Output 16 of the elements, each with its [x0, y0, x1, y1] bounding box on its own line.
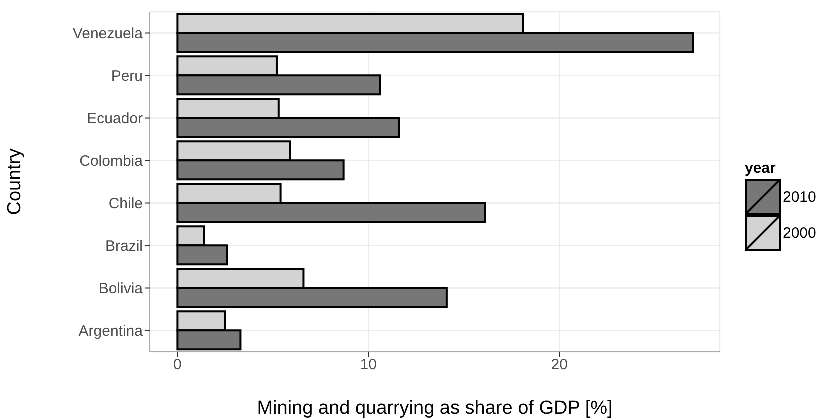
- y-tick-label: Brazil: [105, 238, 143, 256]
- legend-label: 2010: [783, 188, 816, 206]
- legend-title: year: [745, 160, 777, 177]
- x-axis-title: Mining and quarrying as share of GDP [%]: [257, 398, 613, 418]
- x-tick-label: 20: [551, 356, 568, 374]
- y-tick-label: Ecuador: [87, 110, 143, 128]
- x-tick-label: 10: [360, 356, 377, 374]
- y-tick-label: Venezuela: [72, 26, 144, 43]
- y-tick-label: Argentina: [78, 323, 144, 340]
- x-tick-label: 0: [174, 356, 182, 374]
- y-tick-label: Colombia: [80, 153, 144, 170]
- legend-label: 2000: [783, 224, 816, 242]
- y-tick-label: Bolivia: [98, 280, 144, 298]
- y-tick-label: Chile: [108, 196, 143, 213]
- y-axis-title: Country: [4, 148, 26, 216]
- y-tick-label: Peru: [111, 68, 143, 86]
